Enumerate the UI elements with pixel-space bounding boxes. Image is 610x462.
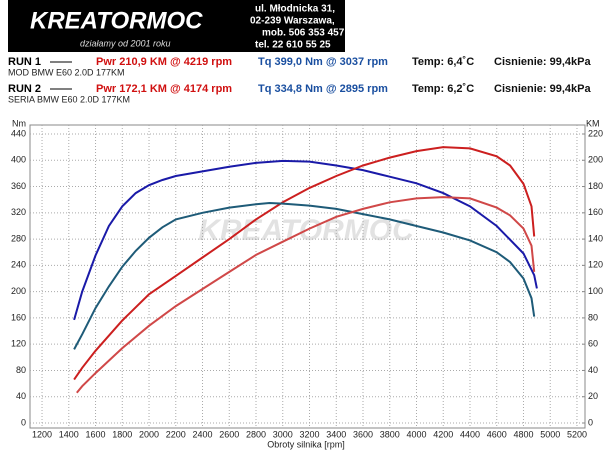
run-torque: Tq 399,0 Nm @ 3037 rpm bbox=[258, 56, 388, 68]
y2-tick-label: 20 bbox=[588, 391, 598, 401]
x-axis-label: Obroty silnika [rpm] bbox=[267, 439, 345, 449]
data-line bbox=[76, 196, 536, 394]
address-line: 02-239 Warszawa, bbox=[250, 16, 335, 27]
x-tick-label: 2800 bbox=[246, 429, 266, 439]
slogan: działamy od 2001 roku bbox=[80, 38, 171, 48]
y-tick-label: 0 bbox=[21, 417, 26, 427]
data-line bbox=[73, 159, 538, 321]
y-tick-label: 80 bbox=[16, 365, 26, 375]
logo-box bbox=[8, 0, 345, 52]
x-tick-label: 1800 bbox=[112, 429, 132, 439]
run-car: SERIA BMW E60 2.0D 177KM bbox=[8, 94, 130, 104]
y-tick-label: 160 bbox=[11, 312, 26, 322]
y2-tick-label: 0 bbox=[588, 417, 593, 427]
y2-tick-label: 80 bbox=[588, 312, 598, 322]
x-tick-label: 2200 bbox=[166, 429, 186, 439]
y2-axis-label: KM bbox=[586, 118, 600, 128]
x-tick-label: 3000 bbox=[273, 429, 293, 439]
run-car: MOD BMW E60 2.0D 177KM bbox=[8, 67, 125, 77]
data-line bbox=[73, 146, 536, 381]
x-tick-label: 3400 bbox=[326, 429, 346, 439]
y2-tick-label: 180 bbox=[588, 181, 603, 191]
x-tick-label: 2600 bbox=[219, 429, 239, 439]
y-tick-label: 400 bbox=[11, 155, 26, 165]
x-tick-label: 1600 bbox=[86, 429, 106, 439]
run-power: Pwr 172,1 KM @ 4174 rpm bbox=[96, 83, 232, 95]
y2-tick-label: 140 bbox=[588, 233, 603, 243]
y-tick-label: 440 bbox=[11, 128, 26, 138]
logo: KREATORMOC bbox=[30, 7, 203, 34]
y-axis-label: Nm bbox=[12, 118, 26, 128]
y2-tick-label: 160 bbox=[588, 207, 603, 217]
y2-tick-label: 220 bbox=[588, 128, 603, 138]
run-label: RUN 2 bbox=[8, 83, 41, 95]
x-tick-label: 4200 bbox=[433, 429, 453, 439]
address-line: ul. Młodnicka 31, bbox=[255, 4, 335, 15]
run-temp: Temp: 6,2˚C bbox=[412, 83, 474, 95]
x-tick-label: 5000 bbox=[540, 429, 560, 439]
x-tick-label: 5200 bbox=[567, 429, 587, 439]
y2-tick-label: 60 bbox=[588, 339, 598, 349]
x-tick-label: 2400 bbox=[193, 429, 213, 439]
x-tick-label: 3200 bbox=[299, 429, 319, 439]
x-tick-label: 2000 bbox=[139, 429, 159, 439]
y2-tick-label: 120 bbox=[588, 260, 603, 270]
run-pressure: Cisnienie: 99,4kPa bbox=[494, 83, 591, 95]
x-tick-label: 1200 bbox=[32, 429, 52, 439]
y2-tick-label: 200 bbox=[588, 155, 603, 165]
run-torque: Tq 334,8 Nm @ 2895 rpm bbox=[258, 83, 388, 95]
y2-tick-label: 40 bbox=[588, 365, 598, 375]
data-line bbox=[73, 201, 536, 350]
y-tick-label: 40 bbox=[16, 391, 26, 401]
x-tick-label: 4600 bbox=[487, 429, 507, 439]
y-tick-label: 320 bbox=[11, 207, 26, 217]
y-tick-label: 240 bbox=[11, 260, 26, 270]
y-tick-label: 280 bbox=[11, 233, 26, 243]
y-tick-label: 200 bbox=[11, 286, 26, 296]
address-line: tel. 22 610 55 25 bbox=[255, 40, 331, 51]
run-temp: Temp: 6,4˚C bbox=[412, 56, 474, 68]
run-pressure: Cisnienie: 99,4kPa bbox=[494, 56, 591, 68]
address-line: mob. 506 353 457 bbox=[262, 28, 345, 39]
plot-frame bbox=[29, 124, 586, 429]
run-label: RUN 1 bbox=[8, 56, 41, 68]
x-tick-label: 1400 bbox=[59, 429, 79, 439]
run-power: Pwr 210,9 KM @ 4219 rpm bbox=[96, 56, 232, 68]
x-tick-label: 4800 bbox=[513, 429, 533, 439]
x-tick-label: 3800 bbox=[380, 429, 400, 439]
x-tick-label: 4400 bbox=[460, 429, 480, 439]
x-tick-label: 4000 bbox=[406, 429, 426, 439]
y2-tick-label: 100 bbox=[588, 286, 603, 296]
x-tick-label: 3600 bbox=[353, 429, 373, 439]
y-tick-label: 120 bbox=[11, 339, 26, 349]
y-tick-label: 360 bbox=[11, 181, 26, 191]
